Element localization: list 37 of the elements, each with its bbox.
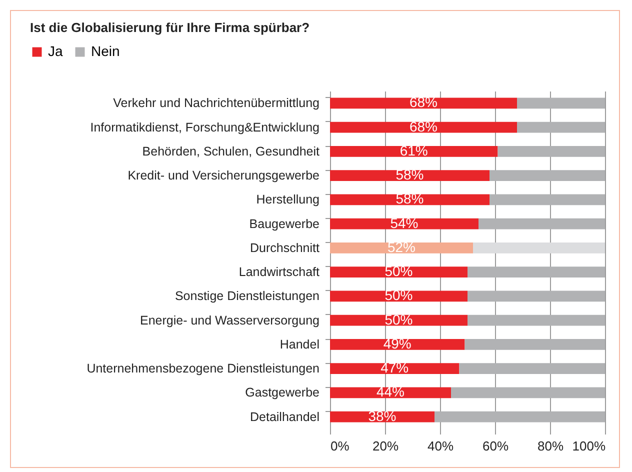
legend-label: Ja	[48, 43, 63, 59]
y-tick-label: Unternehmensbezogene Dienstleistungen	[86, 362, 320, 376]
x-tick-label: 20%	[372, 438, 399, 454]
y-tick-label: Handel	[280, 337, 320, 352]
legend-label: Nein	[91, 43, 120, 59]
x-tick-label: 40%	[427, 438, 454, 454]
data-label: 58%	[396, 190, 424, 207]
data-label: 38%	[368, 408, 396, 424]
x-tick-label: 100%	[572, 438, 606, 454]
x-tick-label: 80%	[537, 438, 564, 454]
y-tick-label: Informatikdienst, Forschung&Entwicklung	[90, 120, 320, 134]
data-label: 49%	[383, 335, 412, 352]
text: Ist die Globalisierung für Ihre Firma spürbar?	[30, 20, 310, 35]
y-tick-label: Gastgewerbe	[245, 386, 320, 400]
y-tick-label: Verkehr und Nachrichtenübermittlung	[113, 96, 320, 110]
data-label: 68%	[409, 118, 438, 134]
y-tick-label: Herstellung	[256, 192, 320, 207]
data-label: 50%	[384, 287, 413, 304]
data-label: 47%	[380, 360, 409, 376]
y-tick-label: Behörden, Schulen, Gesundheit	[142, 144, 320, 158]
x-tick-label: 60%	[482, 438, 509, 454]
data-label: 58%	[396, 166, 424, 183]
x-tick-label: 0%	[330, 438, 350, 454]
y-tick-label: Energie- und Wasserversorgung	[140, 313, 320, 328]
y-tick-label: Detailhandel	[250, 410, 320, 424]
data-label: 44%	[376, 384, 405, 400]
data-label: 54%	[390, 214, 418, 231]
y-tick-label: Landwirtschaft	[238, 265, 320, 280]
y-tick-label: Sonstige Dienstleistungen	[174, 289, 320, 304]
y-tick-label: Kredit- und Versicherungsgewerbe	[128, 168, 320, 183]
data-label: 52%	[387, 238, 416, 255]
data-label: 50%	[384, 263, 413, 280]
data-label: 61%	[400, 142, 428, 158]
data-label: 68%	[409, 94, 438, 110]
data-label: 50%	[384, 311, 413, 328]
y-tick-label: Durchschnitt	[250, 240, 320, 255]
y-tick-label: Baugewerbe	[249, 216, 320, 231]
